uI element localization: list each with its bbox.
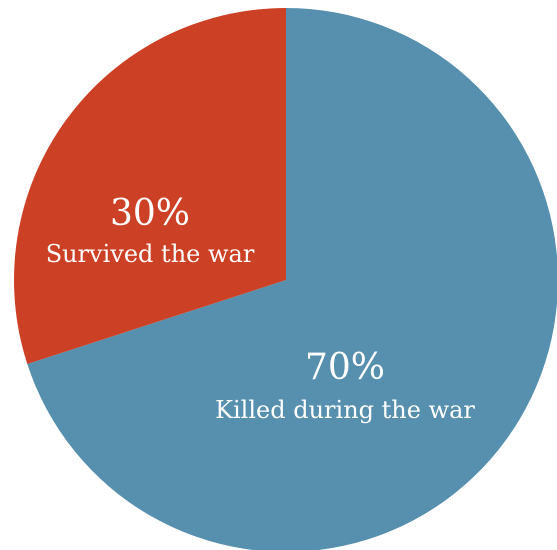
slice-survived-label: Survived the war [46,240,255,268]
pie-slices [13,8,557,550]
slice-survived-percent: 30% [110,193,190,234]
slice-killed-label: Killed during the war [215,396,475,424]
slice-killed [27,8,557,550]
slice-survived [13,8,287,365]
slice-killed-percent: 70% [305,347,385,388]
